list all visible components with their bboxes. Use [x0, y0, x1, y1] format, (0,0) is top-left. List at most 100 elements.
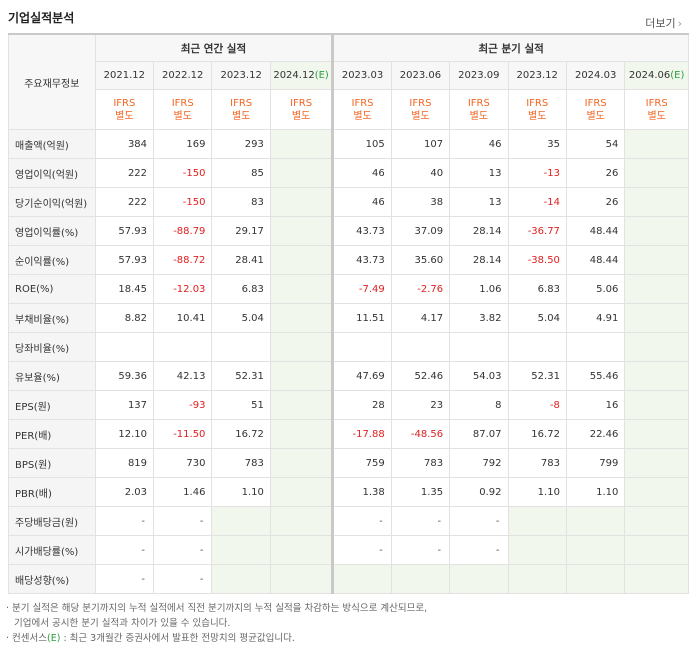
- table-cell: 1.10: [507, 477, 567, 507]
- row-label: 영업이익(억원): [8, 158, 96, 188]
- table-cell: 57.93: [94, 245, 155, 275]
- period-header: 2021.12: [94, 61, 155, 90]
- table-cell: [565, 332, 626, 362]
- table-cell: [269, 274, 334, 304]
- table-cell: 46: [331, 187, 392, 217]
- table-cell: 6.83: [211, 274, 271, 304]
- table-cell: [624, 216, 689, 246]
- table-cell: [449, 564, 509, 594]
- table-cell: [269, 390, 334, 420]
- table-cell: 1.35: [390, 477, 451, 507]
- footnote-line-2: 기업에서 공시한 분기 실적과 차이가 있을 수 있습니다.: [14, 618, 231, 629]
- table-cell: 35: [507, 129, 567, 159]
- table-cell: [331, 332, 392, 362]
- table-row: ROE(%) 18.45 -12.03 6.83 -7.49 -2.76 1.06 6.83 5…: [8, 274, 689, 304]
- table-cell: 5.06: [565, 274, 626, 304]
- table-cell: [507, 535, 567, 565]
- table-cell: 87.07: [449, 419, 509, 449]
- table-cell: 28.14: [449, 216, 509, 246]
- table-cell: 43.73: [331, 216, 392, 246]
- table-cell: 4.91: [565, 303, 626, 333]
- table-cell: -13: [507, 158, 567, 188]
- row-label: ROE(%): [8, 274, 96, 304]
- row-label: PBR(배): [8, 477, 96, 507]
- ifrs-basis-label: IFRS 별도: [565, 89, 626, 130]
- footnote-line-1: · 분기 실적은 해당 분기까지의 누적 실적에서 직전 분기까지의 누적 실적…: [6, 603, 428, 614]
- table-cell: 5.04: [211, 303, 271, 333]
- table-cell: [269, 419, 334, 449]
- table-cell: -36.77: [507, 216, 567, 246]
- table-cell: 4.17: [390, 303, 451, 333]
- table-cell: 16: [565, 390, 626, 420]
- table-cell: 8: [449, 390, 509, 420]
- table-cell: -: [390, 535, 451, 565]
- more-label: 더보기: [645, 17, 676, 30]
- table-cell: 783: [211, 448, 271, 478]
- table-cell: 3.82: [449, 303, 509, 333]
- table-cell: [269, 506, 334, 536]
- table-cell: 55.46: [565, 361, 626, 391]
- table-cell: [211, 506, 271, 536]
- table-row: 매출액(억원) 384 169 293 105 107 46 35 54: [8, 129, 689, 159]
- table-cell: [269, 361, 334, 391]
- table-cell: 1.46: [153, 477, 213, 507]
- table-cell: -: [94, 535, 155, 565]
- table-cell: [269, 564, 334, 594]
- table-cell: 1.06: [449, 274, 509, 304]
- table-row: 유보율(%) 59.36 42.13 52.31 47.69 52.46 54.03 52.3…: [8, 361, 689, 391]
- table-cell: 1.38: [331, 477, 392, 507]
- table-cell: 48.44: [565, 216, 626, 246]
- period-header: 2024.06(E): [624, 61, 689, 90]
- table-cell: [211, 535, 271, 565]
- table-cell: 28.14: [449, 245, 509, 275]
- table-cell: -38.50: [507, 245, 567, 275]
- table-cell: 37.09: [390, 216, 451, 246]
- table-cell: 6.83: [507, 274, 567, 304]
- table-row: 주당배당금(원) - - - - -: [8, 506, 689, 536]
- row-label: 순이익률(%): [8, 245, 96, 275]
- table-cell: 83: [211, 187, 271, 217]
- consensus-note: : 최근 3개월간 증권사에서 발표한 전망치의 평균값입니다.: [63, 633, 295, 644]
- table-cell: -: [449, 535, 509, 565]
- table-row: 영업이익(억원) 222 -150 85 46 40 13 -13 26: [8, 158, 689, 188]
- table-cell: 43.73: [331, 245, 392, 275]
- row-label: 유보율(%): [8, 361, 96, 391]
- table-row: PER(배) 12.10 -11.50 16.72 -17.88 -48.56 87.07 1…: [8, 419, 689, 449]
- corner-header: 주요재무정보: [8, 33, 96, 130]
- consensus-estimate-mark: (E): [47, 633, 61, 644]
- table-cell: -8: [507, 390, 567, 420]
- table-cell: 293: [211, 129, 271, 159]
- row-label: PER(배): [8, 419, 96, 449]
- table-cell: 169: [153, 129, 213, 159]
- table-cell: 384: [94, 129, 155, 159]
- table-row: 당좌비율(%): [8, 332, 689, 362]
- table-cell: [624, 303, 689, 333]
- table-cell: 1.10: [565, 477, 626, 507]
- period-header: 2023.09: [449, 61, 509, 90]
- ifrs-basis-label: IFRS 별도: [269, 89, 334, 130]
- table-cell: [331, 564, 392, 594]
- table-cell: [211, 332, 271, 362]
- table-cell: [390, 332, 451, 362]
- table-cell: [624, 535, 689, 565]
- table-cell: 792: [449, 448, 509, 478]
- table-cell: [94, 332, 155, 362]
- table-cell: -48.56: [390, 419, 451, 449]
- table-row: PBR(배) 2.03 1.46 1.10 1.38 1.35 0.92 1.10 1.10: [8, 477, 689, 507]
- table-cell: -150: [153, 158, 213, 188]
- table-row: EPS(원) 137 -93 51 28 23 8 -8 16: [8, 390, 689, 420]
- ifrs-basis-label: IFRS 별도: [94, 89, 155, 130]
- table-cell: 54: [565, 129, 626, 159]
- table-cell: [269, 158, 334, 188]
- table-cell: 57.93: [94, 216, 155, 246]
- table-cell: 8.82: [94, 303, 155, 333]
- table-cell: 16.72: [507, 419, 567, 449]
- table-cell: 222: [94, 187, 155, 217]
- table-cell: -: [94, 506, 155, 536]
- more-link[interactable]: 더보기 ›: [645, 15, 682, 31]
- table-cell: 59.36: [94, 361, 155, 391]
- row-label: 매출액(억원): [8, 129, 96, 159]
- table-cell: [624, 506, 689, 536]
- table-cell: 54.03: [449, 361, 509, 391]
- ifrs-basis-label: IFRS 별도: [390, 89, 451, 130]
